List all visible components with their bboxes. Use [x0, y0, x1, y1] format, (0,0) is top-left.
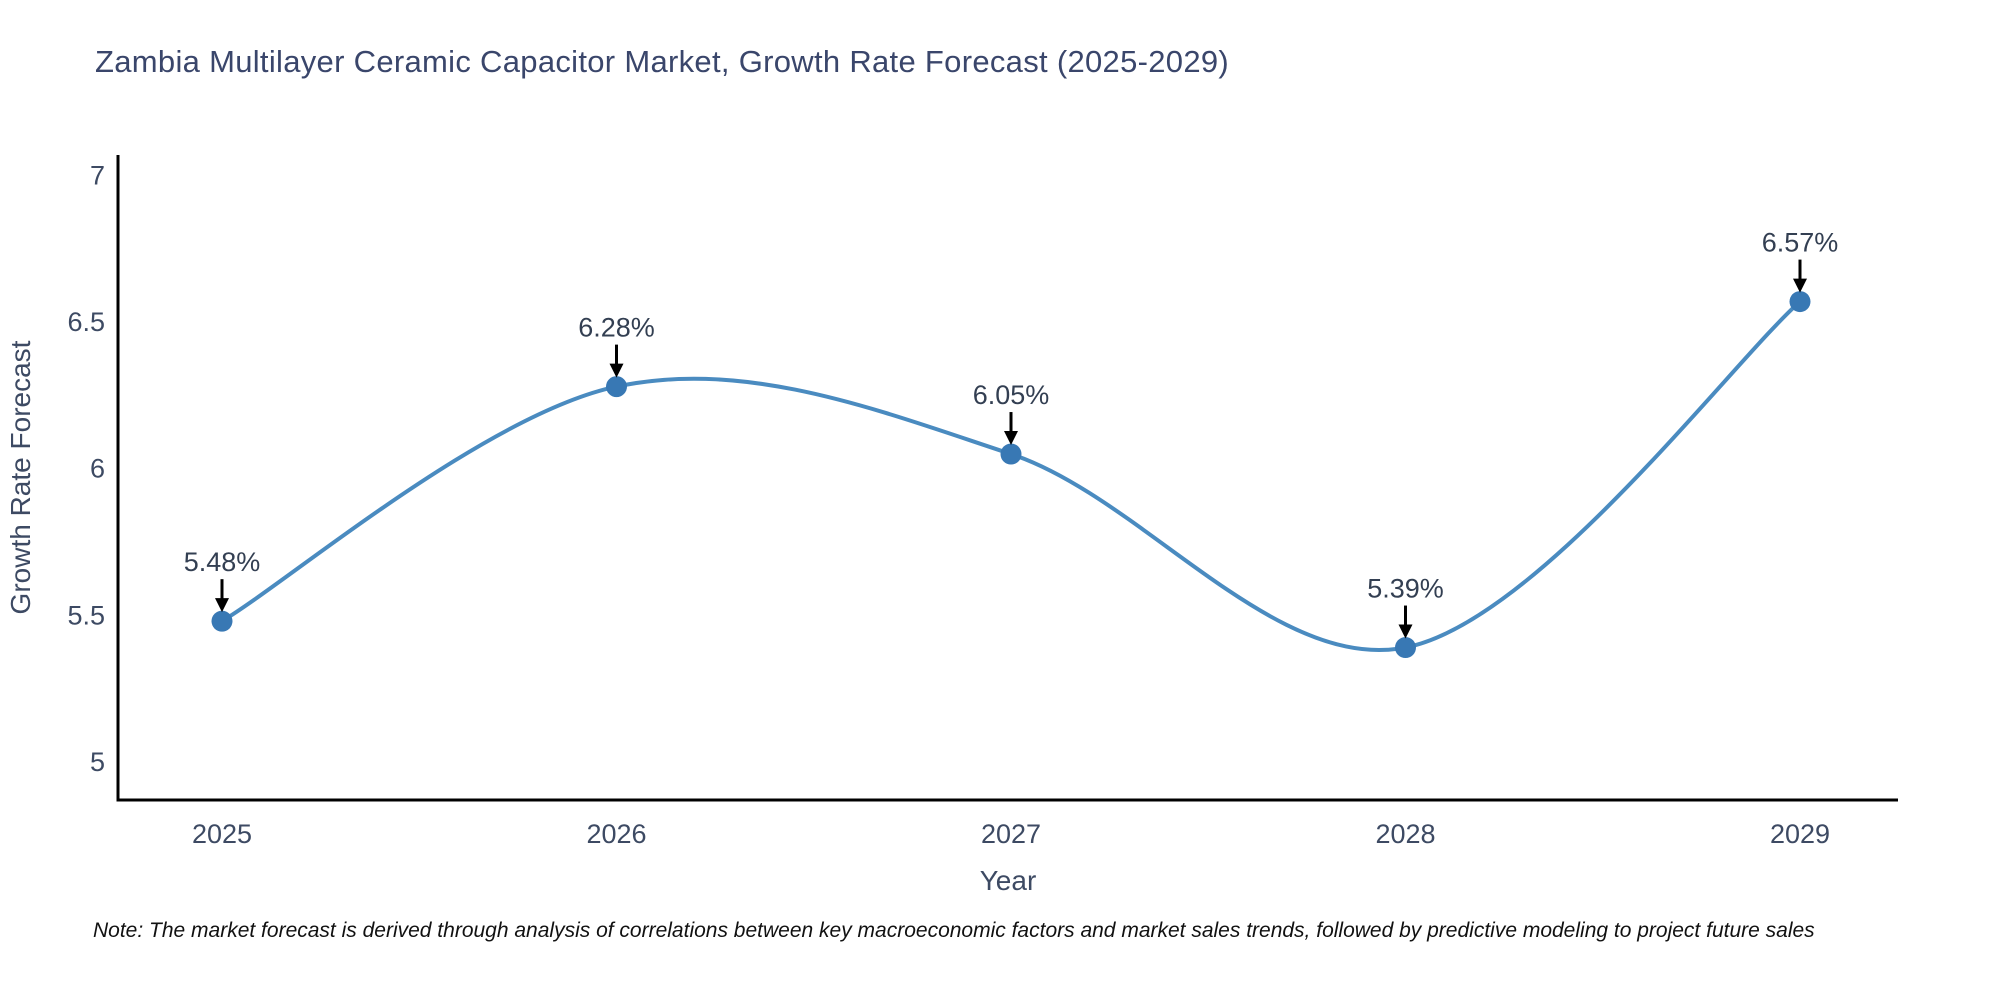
y-tick-label: 6: [90, 454, 105, 484]
point-annotation-label: 6.28%: [578, 313, 655, 343]
annotation-arrowhead-icon: [609, 363, 624, 378]
y-tick-label: 5: [90, 747, 105, 777]
y-axis-title: Growth Rate Forecast: [5, 340, 36, 614]
axes-lines: [116, 155, 1898, 802]
annotation-arrowhead-icon: [215, 598, 229, 613]
x-tick-label: 2027: [981, 819, 1041, 849]
x-tick-label: 2029: [1770, 819, 1830, 849]
x-axis-title: Year: [980, 865, 1037, 896]
point-annotation-label: 6.05%: [973, 380, 1050, 410]
y-tick-label: 5.5: [67, 600, 105, 630]
annotation-arrowhead-icon: [1398, 624, 1413, 639]
x-tick-label: 2026: [586, 819, 646, 849]
annotation-arrowhead-icon: [1793, 278, 1807, 293]
data-point[interactable]: [606, 376, 627, 398]
x-tick-label: 2028: [1375, 819, 1435, 849]
data-point[interactable]: [1395, 637, 1416, 659]
chart-title: Zambia Multilayer Ceramic Capacitor Mark…: [95, 44, 1230, 79]
point-annotation-label: 5.39%: [1367, 574, 1444, 604]
chart-footnote: Note: The market forecast is derived thr…: [93, 919, 1815, 942]
series-line: [220, 300, 1802, 652]
data-point[interactable]: [211, 610, 233, 632]
point-annotation-label: 6.57%: [1762, 228, 1839, 258]
x-tick-label: 2025: [192, 819, 252, 849]
data-point[interactable]: [1000, 443, 1022, 465]
y-tick-label: 6.5: [67, 307, 105, 337]
point-annotation-label: 5.48%: [184, 547, 261, 577]
y-tick-label: 7: [90, 161, 105, 191]
annotation-arrowhead-icon: [1004, 431, 1018, 446]
data-point[interactable]: [1789, 291, 1811, 313]
